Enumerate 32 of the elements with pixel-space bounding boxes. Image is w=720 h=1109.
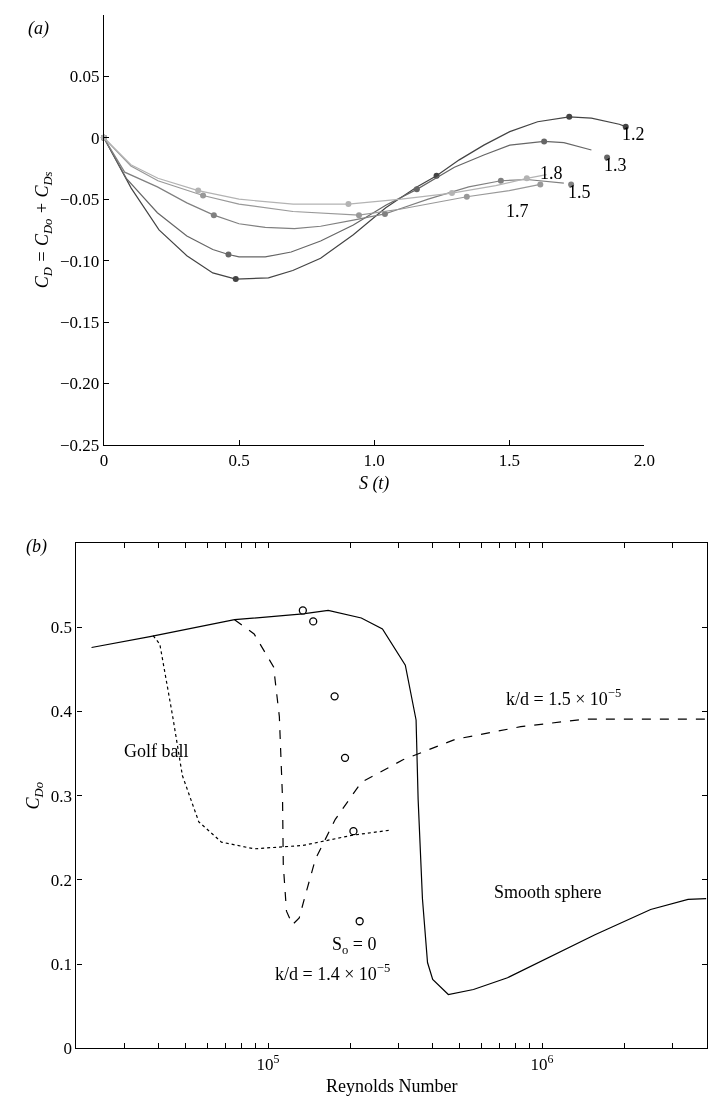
- y-tick-label: 0.05: [69, 67, 100, 87]
- annotation: S$_{o}$ = 0: [332, 934, 377, 957]
- y-tick-label: 0.3: [50, 786, 72, 806]
- x-tick-label: 10$^{5}$: [256, 1051, 280, 1074]
- x-axis-title: S (t): [358, 472, 390, 494]
- y-tick-label: −0.05: [60, 190, 100, 210]
- annotation: 1.5: [568, 182, 591, 202]
- annotation: 1.3: [604, 155, 627, 175]
- annotation: 1.8: [540, 163, 563, 183]
- text: (a): [28, 18, 49, 39]
- annotation: 1.7: [506, 201, 529, 221]
- y-tick-label: 0.2: [50, 870, 72, 890]
- y-tick-label: −0.10: [60, 251, 100, 271]
- x-axis-title: Reynolds Number: [326, 1076, 458, 1097]
- y-tick-label: −0.15: [60, 313, 100, 333]
- y-tick-label: −0.25: [60, 435, 100, 455]
- annotation: 1.2: [622, 124, 645, 144]
- y-tick-label: −0.20: [60, 374, 100, 394]
- x-tick-label: 1.5: [498, 451, 520, 471]
- x-tick-label: 10$^{6}$: [530, 1051, 554, 1074]
- x-tick-label: 2.0: [633, 451, 655, 471]
- y-tick-label: 0.5: [50, 618, 72, 638]
- x-tick-label: 0.5: [228, 451, 250, 471]
- annotation: Smooth sphere: [494, 882, 602, 902]
- annotation: k/d = 1.5 × 10$^{−5}$: [506, 686, 622, 709]
- x-tick-label: 1.0: [363, 451, 385, 471]
- y-tick-label: 0: [90, 128, 100, 148]
- y-tick-label: 0.4: [50, 702, 73, 722]
- annotation: Golf ball: [124, 741, 189, 761]
- text: (b): [26, 536, 47, 557]
- y-tick-label: 0.1: [50, 955, 72, 975]
- annotation: k/d = 1.4 × 10$^{−5}$: [275, 961, 391, 984]
